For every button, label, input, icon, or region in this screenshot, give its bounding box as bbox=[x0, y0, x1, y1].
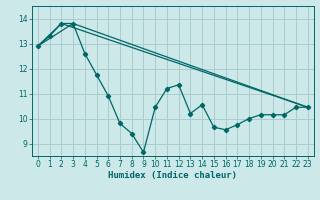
X-axis label: Humidex (Indice chaleur): Humidex (Indice chaleur) bbox=[108, 171, 237, 180]
